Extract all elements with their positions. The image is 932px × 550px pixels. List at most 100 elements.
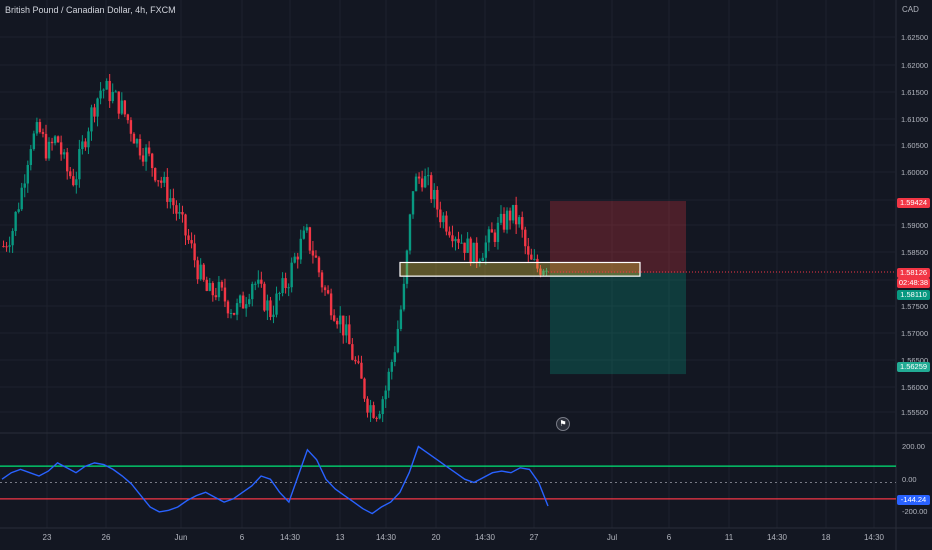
candle-body	[99, 90, 102, 99]
candle-body	[332, 315, 336, 321]
candle-body	[466, 238, 469, 253]
candle-body	[181, 212, 184, 215]
candle-body	[314, 255, 318, 258]
time-tick-label: 18	[821, 533, 831, 542]
candle-body	[102, 89, 105, 91]
candle-body	[84, 141, 87, 148]
candle-body	[366, 398, 369, 413]
oscillator-value-tag: -144.24	[897, 495, 930, 505]
time-tick-label: 27	[529, 533, 539, 542]
candle-body	[278, 293, 281, 295]
candle-body	[53, 136, 57, 144]
time-tick-label: 23	[42, 533, 52, 542]
time-tick-label: 6	[666, 533, 672, 542]
candle-body	[511, 204, 515, 221]
candle-body	[44, 133, 48, 159]
candle-body	[235, 303, 239, 315]
price-tick-label: 1.60000	[901, 168, 929, 177]
candle-body	[284, 278, 287, 288]
candle-body	[32, 133, 36, 150]
candle-body	[20, 187, 23, 210]
candle-body	[433, 189, 436, 200]
candle-body	[481, 257, 484, 261]
cci-line	[1, 445, 549, 515]
event-flag-icon[interactable]: ⚑	[556, 417, 570, 431]
candle-body	[281, 278, 284, 294]
candle-body	[320, 272, 324, 288]
stop-loss-zone	[550, 201, 686, 273]
candle-body	[90, 107, 93, 132]
candle-body	[311, 250, 315, 256]
candle-body	[436, 189, 439, 210]
candle-body	[342, 315, 345, 336]
time-tick-label: Jun	[174, 533, 188, 542]
candle-body	[393, 352, 397, 362]
candle-body	[105, 80, 108, 90]
candle-body	[502, 213, 506, 230]
candle-body	[175, 205, 178, 214]
candle-body	[126, 114, 130, 121]
price-tick-label: 1.59000	[901, 221, 929, 230]
candle-body	[11, 231, 14, 246]
candle-body	[460, 242, 463, 244]
supply-demand-zone	[399, 261, 641, 277]
candle-body	[208, 283, 211, 291]
candle-body	[263, 283, 266, 311]
candle-body	[493, 232, 497, 242]
entry-price-tag: 1.58110	[897, 290, 930, 300]
take-profit-zone	[550, 272, 686, 375]
candle-body	[445, 215, 448, 232]
candle-body	[160, 180, 163, 183]
candle-body	[17, 209, 20, 212]
candle-body	[539, 268, 542, 275]
price-tick-label: 1.57000	[901, 329, 929, 338]
candle-body	[108, 80, 111, 102]
candle-body	[153, 168, 157, 181]
candle-body	[138, 139, 142, 156]
candle-body	[78, 149, 81, 180]
candle-body	[35, 122, 39, 134]
candle-body	[59, 142, 63, 155]
candle-body	[211, 283, 215, 296]
candle-body	[66, 152, 69, 172]
price-tick-label: 1.61000	[901, 115, 929, 124]
candle-body	[69, 171, 72, 177]
candle-body	[402, 283, 406, 310]
candle-body	[41, 132, 45, 134]
candle-body	[132, 133, 136, 144]
candle-body	[308, 227, 312, 251]
time-tick-label: Jul	[606, 533, 618, 542]
candle-body	[457, 238, 460, 243]
candle-body	[299, 238, 302, 260]
candle-body	[272, 314, 275, 318]
candle-body	[205, 279, 208, 291]
candle-body	[430, 175, 433, 200]
price-tick-label: 1.62500	[901, 33, 929, 42]
candle-body	[448, 231, 451, 236]
candle-body	[345, 324, 348, 336]
price-tick-label: 1.56500	[901, 356, 929, 365]
time-tick-label: 26	[101, 533, 111, 542]
candle-body	[326, 290, 330, 294]
candle-body	[530, 254, 533, 260]
candle-body	[451, 235, 454, 242]
candle-body	[417, 176, 421, 179]
candle-body	[533, 258, 536, 260]
price-tick-label: 1.60500	[901, 141, 929, 150]
candle-body	[114, 91, 117, 93]
candle-body	[354, 359, 357, 362]
candle-body	[381, 399, 384, 415]
time-tick-label: 14:30	[279, 533, 301, 542]
candle-body	[405, 250, 409, 284]
candle-body	[387, 371, 390, 391]
price-tick-label: 1.58500	[901, 248, 929, 257]
symbol-title[interactable]: British Pound / Canadian Dollar, 4h, FXC…	[5, 5, 176, 15]
currency-label: CAD	[902, 5, 919, 14]
candle-body	[287, 287, 290, 289]
candle-body	[163, 176, 166, 183]
candle-body	[166, 176, 169, 202]
price-tick-label: 1.56000	[901, 383, 929, 392]
candle-body	[348, 324, 351, 345]
candle-body	[47, 141, 51, 159]
